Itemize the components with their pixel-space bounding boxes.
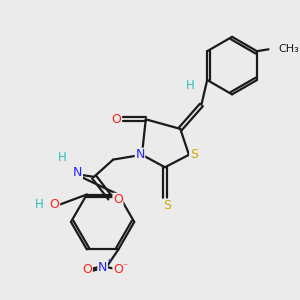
Text: N: N (73, 166, 82, 178)
Text: O: O (50, 198, 60, 211)
Text: O: O (82, 263, 92, 276)
Text: ⁻: ⁻ (122, 262, 127, 272)
Text: H: H (185, 79, 194, 92)
Text: CH₃: CH₃ (278, 44, 299, 54)
Text: O: O (113, 194, 123, 206)
Text: ⁺: ⁺ (107, 258, 112, 268)
Text: N: N (135, 148, 145, 161)
Text: N: N (98, 260, 107, 274)
Text: O: O (111, 113, 121, 126)
Text: O: O (113, 263, 123, 276)
Text: S: S (190, 148, 198, 161)
Text: H: H (35, 198, 44, 211)
Text: H: H (58, 151, 67, 164)
Text: S: S (163, 199, 171, 212)
